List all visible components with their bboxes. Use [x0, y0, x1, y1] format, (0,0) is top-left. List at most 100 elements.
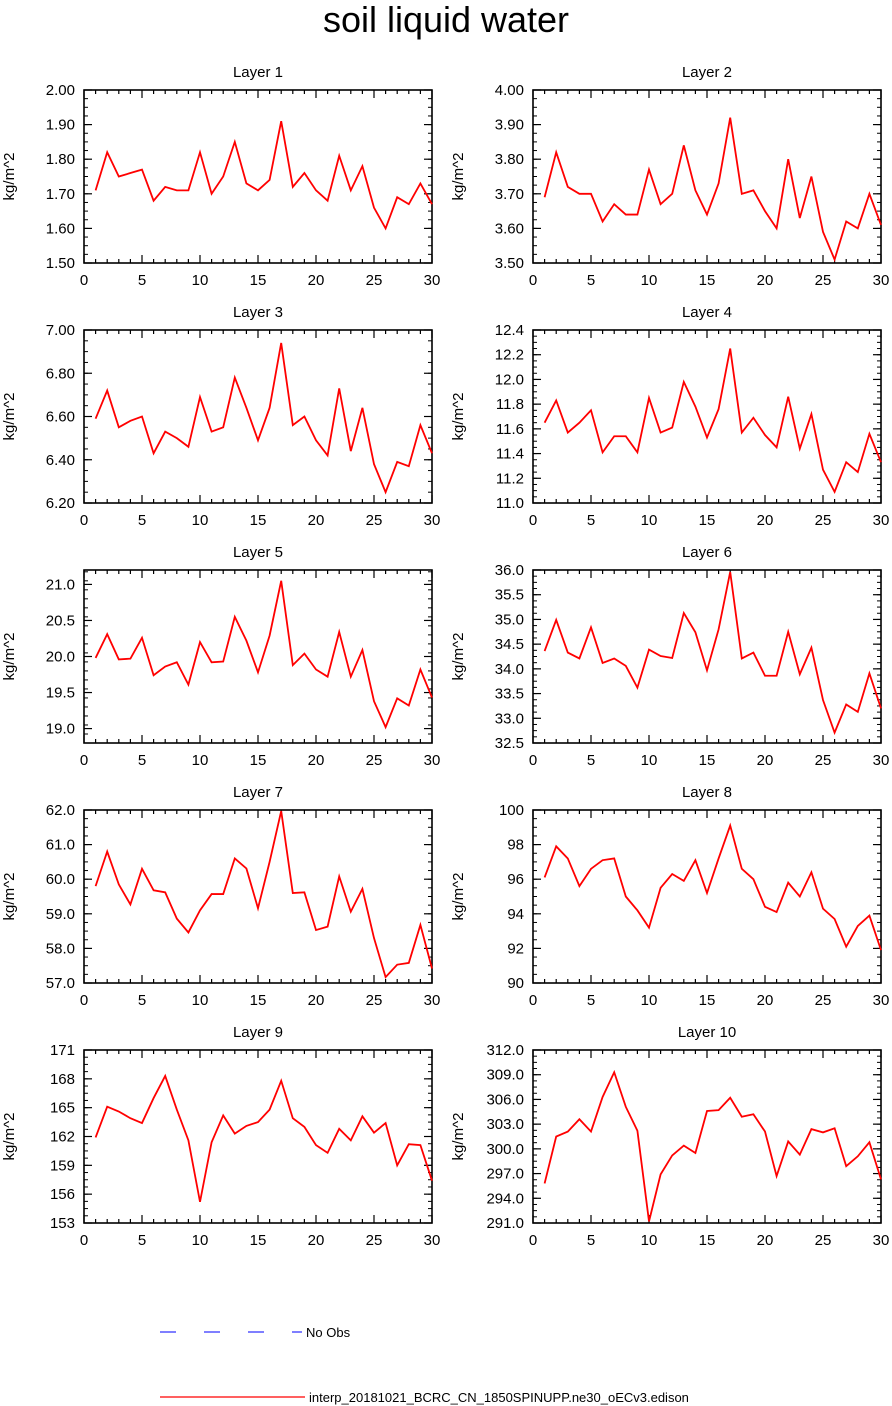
- panel-title: Layer 2: [682, 64, 732, 81]
- y-tick-label: 168: [50, 1071, 75, 1088]
- y-tick-label: 58.0: [46, 940, 75, 957]
- y-tick-label: 1.50: [46, 255, 75, 272]
- y-tick-label: 32.5: [495, 735, 524, 752]
- x-tick-label: 25: [366, 1232, 383, 1249]
- y-tick-label: 3.80: [495, 151, 524, 168]
- series-line-model: [543, 571, 882, 736]
- x-tick-label: 10: [192, 992, 209, 1009]
- x-tick-label: 15: [250, 1232, 267, 1249]
- x-tick-label: 15: [250, 512, 267, 529]
- y-tick-label: 98: [507, 837, 524, 854]
- x-tick-label: 5: [138, 752, 146, 769]
- y-tick-label: 21.0: [46, 576, 75, 593]
- y-tick-label: 3.90: [495, 117, 524, 134]
- y-tick-label: 6.20: [46, 495, 75, 512]
- panel-title: Layer 6: [682, 544, 732, 561]
- y-tick-label: 309.0: [486, 1067, 524, 1084]
- y-axis-label: kg/m^2: [450, 1113, 467, 1161]
- x-tick-label: 20: [757, 752, 774, 769]
- y-tick-label: 35.5: [495, 587, 524, 604]
- x-tick-label: 10: [192, 272, 209, 289]
- y-tick-label: 34.0: [495, 661, 524, 678]
- x-tick-label: 15: [699, 752, 716, 769]
- x-tick-label: 5: [587, 512, 595, 529]
- series-line-model: [543, 822, 882, 951]
- panel-title: Layer 9: [233, 1024, 283, 1041]
- x-tick-label: 15: [250, 752, 267, 769]
- panel-title: Layer 4: [682, 304, 732, 321]
- x-tick-label: 5: [138, 512, 146, 529]
- y-tick-label: 11.8: [496, 396, 524, 413]
- y-tick-label: 3.60: [495, 220, 524, 237]
- panel-layer-4: Layer 4 kg/m^2 0 5 10 15 20 25 30 11.0 11.2 11.4 11.…: [450, 304, 889, 529]
- y-tick-label: 156: [50, 1186, 75, 1203]
- y-tick-label: 291.0: [486, 1215, 524, 1232]
- panel-layer-1: Layer 1 kg/m^2 0 5 10 15 20 25 30 1.50 1.60 1.70 1.8…: [1, 64, 440, 289]
- y-tick-label: 162: [50, 1129, 75, 1146]
- x-tick-label: 30: [424, 272, 441, 289]
- y-tick-label: 92: [507, 940, 524, 957]
- y-tick-label: 294.0: [486, 1190, 524, 1207]
- y-tick-label: 2.00: [46, 82, 75, 99]
- x-tick-label: 30: [424, 992, 441, 1009]
- y-tick-label: 3.50: [495, 255, 524, 272]
- x-tick-label: 5: [587, 1232, 595, 1249]
- y-tick-label: 6.60: [46, 409, 75, 426]
- x-tick-label: 25: [815, 512, 832, 529]
- x-tick-label: 0: [80, 272, 88, 289]
- y-tick-label: 312.0: [486, 1042, 524, 1059]
- y-tick-label: 11.4: [496, 446, 524, 463]
- y-tick-label: 94: [507, 906, 524, 923]
- y-tick-label: 11.0: [496, 495, 524, 512]
- x-tick-label: 25: [366, 992, 383, 1009]
- y-tick-label: 19.0: [46, 721, 75, 738]
- y-tick-label: 96: [507, 871, 524, 888]
- y-tick-label: 33.0: [495, 710, 524, 727]
- y-axis-label: kg/m^2: [1, 873, 18, 921]
- panel-title: Layer 1: [233, 64, 283, 81]
- y-tick-label: 1.60: [46, 220, 75, 237]
- panel-title: Layer 8: [682, 784, 732, 801]
- x-tick-label: 20: [757, 512, 774, 529]
- series-line-model: [94, 810, 433, 979]
- x-tick-label: 0: [80, 1232, 88, 1249]
- x-tick-label: 10: [641, 992, 658, 1009]
- x-tick-label: 5: [138, 272, 146, 289]
- x-tick-label: 20: [308, 992, 325, 1009]
- x-tick-label: 10: [192, 752, 209, 769]
- y-tick-label: 6.80: [46, 365, 75, 382]
- y-tick-label: 20.5: [46, 612, 75, 629]
- y-tick-label: 57.0: [46, 975, 75, 992]
- x-tick-label: 30: [424, 512, 441, 529]
- x-tick-label: 20: [308, 752, 325, 769]
- y-tick-label: 306.0: [486, 1091, 524, 1108]
- y-tick-label: 153: [50, 1215, 75, 1232]
- y-axis-label: kg/m^2: [450, 873, 467, 921]
- y-tick-label: 6.40: [46, 452, 75, 469]
- y-tick-label: 62.0: [46, 802, 75, 819]
- legend-obs-label: No Obs: [306, 1325, 351, 1340]
- y-tick-label: 19.5: [46, 685, 75, 702]
- x-tick-label: 20: [308, 272, 325, 289]
- panel-layer-6: Layer 6 kg/m^2 0 5 10 15 20 25 30 32.5 33.0 33.5 34.…: [450, 544, 889, 769]
- x-tick-label: 25: [815, 752, 832, 769]
- y-axis-label: kg/m^2: [1, 1113, 18, 1161]
- x-tick-label: 30: [424, 1232, 441, 1249]
- y-tick-label: 300.0: [486, 1141, 524, 1158]
- y-axis-label: kg/m^2: [450, 153, 467, 201]
- x-tick-label: 25: [366, 512, 383, 529]
- y-tick-label: 3.70: [495, 186, 524, 203]
- y-tick-label: 61.0: [46, 837, 75, 854]
- panel-title: Layer 5: [233, 544, 283, 561]
- x-tick-label: 25: [815, 272, 832, 289]
- panel-layer-9: Layer 9 kg/m^2 0 5 10 15 20 25 30 153 156 159 162 165…: [1, 1024, 440, 1249]
- x-tick-label: 0: [529, 1232, 537, 1249]
- x-tick-label: 5: [138, 1232, 146, 1249]
- x-tick-label: 5: [587, 752, 595, 769]
- x-tick-label: 0: [529, 512, 537, 529]
- x-tick-label: 0: [529, 272, 537, 289]
- x-tick-label: 25: [815, 992, 832, 1009]
- x-tick-label: 15: [250, 992, 267, 1009]
